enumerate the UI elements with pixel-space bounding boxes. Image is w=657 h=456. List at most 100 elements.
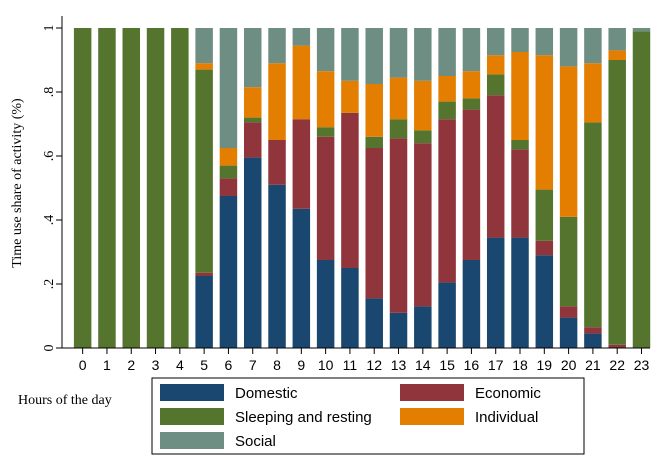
x-tick-label: 7 bbox=[249, 357, 257, 373]
bar-social-h13 bbox=[389, 28, 408, 78]
y-tick-label: .4 bbox=[42, 215, 57, 226]
x-tick-label: 16 bbox=[464, 357, 480, 373]
bar-social-h16 bbox=[462, 28, 481, 72]
x-tick-label: 4 bbox=[176, 357, 184, 373]
bar-social-h22 bbox=[608, 28, 626, 51]
bar-individual-h20 bbox=[559, 66, 578, 217]
bar-sleeping-and-resting-h14 bbox=[414, 130, 432, 144]
bar-individual-h22 bbox=[608, 50, 626, 60]
bar-individual-h11 bbox=[341, 80, 359, 113]
legend-label: Individual bbox=[475, 409, 538, 426]
x-tick-label: 22 bbox=[609, 357, 625, 373]
bars bbox=[73, 28, 651, 348]
y-tick-label: .8 bbox=[42, 87, 57, 98]
x-tick-label: 19 bbox=[537, 357, 553, 373]
legend-label: Social bbox=[235, 433, 276, 450]
bar-sleeping-and-resting-h18 bbox=[511, 140, 529, 150]
bar-economic-h14 bbox=[414, 143, 432, 307]
bar-economic-h5 bbox=[195, 272, 213, 276]
bar-sleeping-and-resting-h6 bbox=[219, 165, 238, 179]
bar-social-h20 bbox=[559, 28, 578, 67]
legend-swatch-domestic bbox=[160, 384, 224, 401]
bar-domestic-h20 bbox=[559, 317, 578, 348]
bar-domestic-h9 bbox=[292, 208, 311, 348]
bar-sleeping-and-resting-h17 bbox=[486, 74, 505, 96]
x-tick-label: 23 bbox=[634, 357, 650, 373]
bar-domestic-h18 bbox=[511, 237, 529, 348]
bar-individual-h21 bbox=[584, 63, 602, 123]
bar-economic-h11 bbox=[341, 112, 359, 268]
bar-economic-h19 bbox=[535, 240, 554, 256]
bar-sleeping-and-resting-h4 bbox=[171, 28, 189, 348]
bar-domestic-h12 bbox=[365, 298, 383, 348]
bar-individual-h14 bbox=[414, 80, 432, 131]
bar-social-h19 bbox=[535, 28, 554, 56]
legend: Domestic Economic Sleeping and resting Indi… bbox=[151, 377, 585, 455]
x-tick-label: 17 bbox=[488, 357, 504, 373]
bar-sleeping-and-resting-h19 bbox=[535, 189, 554, 241]
bar-domestic-h8 bbox=[268, 184, 286, 348]
x-tick-label: 18 bbox=[512, 357, 528, 373]
bar-domestic-h15 bbox=[438, 282, 456, 348]
bar-domestic-h14 bbox=[414, 306, 432, 348]
x-tick-label: 0 bbox=[79, 357, 87, 373]
bar-economic-h12 bbox=[365, 148, 383, 299]
bar-social-h11 bbox=[341, 28, 359, 81]
bar-economic-h22 bbox=[608, 344, 626, 348]
bar-domestic-h17 bbox=[486, 237, 505, 348]
bar-individual-h19 bbox=[535, 55, 554, 190]
bar-individual-h5 bbox=[195, 63, 213, 70]
x-tick-label: 21 bbox=[585, 357, 601, 373]
bar-sleeping-and-resting-h15 bbox=[438, 101, 456, 120]
bar-sleeping-and-resting-h20 bbox=[559, 216, 578, 307]
bar-sleeping-and-resting-h13 bbox=[389, 119, 408, 139]
x-axis-label: Hours of the day bbox=[18, 393, 112, 408]
bar-domestic-h16 bbox=[462, 260, 481, 348]
bar-sleeping-and-resting-h21 bbox=[584, 122, 602, 328]
legend-label: Sleeping and resting bbox=[235, 409, 372, 426]
bar-economic-h9 bbox=[292, 119, 311, 209]
bar-social-h6 bbox=[219, 28, 238, 148]
bar-social-h17 bbox=[486, 28, 505, 56]
bar-economic-h17 bbox=[486, 95, 505, 238]
bar-domestic-h5 bbox=[195, 276, 213, 348]
x-tick-label: 2 bbox=[127, 357, 135, 373]
bar-economic-h16 bbox=[462, 109, 481, 260]
y-tick-label: .2 bbox=[42, 279, 57, 290]
y-tick-label: .6 bbox=[42, 151, 57, 162]
x-tick-label: 20 bbox=[561, 357, 577, 373]
bar-domestic-h7 bbox=[243, 157, 262, 348]
bar-economic-h13 bbox=[389, 138, 408, 313]
bar-individual-h15 bbox=[438, 76, 456, 102]
bar-social-h12 bbox=[365, 28, 383, 84]
bar-social-h15 bbox=[438, 28, 456, 76]
legend-swatch-individual bbox=[400, 408, 464, 425]
bar-individual-h7 bbox=[243, 87, 262, 118]
bar-sleeping-and-resting-h12 bbox=[365, 136, 383, 148]
bar-economic-h8 bbox=[268, 140, 286, 185]
bar-domestic-h19 bbox=[535, 255, 554, 348]
x-tick-label: 11 bbox=[343, 357, 358, 373]
bar-social-h5 bbox=[195, 28, 213, 64]
bar-social-h23 bbox=[632, 28, 651, 32]
bar-sleeping-and-resting-h5 bbox=[195, 69, 213, 273]
legend-swatch-social bbox=[160, 432, 224, 449]
bar-sleeping-and-resting-h16 bbox=[462, 98, 481, 110]
bar-domestic-h11 bbox=[341, 268, 359, 348]
bar-domestic-h10 bbox=[316, 260, 335, 348]
bar-economic-h6 bbox=[219, 178, 238, 196]
bar-individual-h12 bbox=[365, 84, 383, 137]
bar-economic-h10 bbox=[316, 136, 335, 260]
bar-sleeping-and-resting-h2 bbox=[122, 28, 140, 348]
legend-label: Economic bbox=[475, 385, 541, 402]
legend-swatch-economic bbox=[400, 384, 464, 401]
bar-social-h14 bbox=[414, 28, 432, 81]
bar-individual-h17 bbox=[486, 55, 505, 75]
bar-individual-h16 bbox=[462, 71, 481, 99]
bar-individual-h8 bbox=[268, 63, 286, 141]
bar-domestic-h6 bbox=[219, 196, 238, 348]
bar-economic-h18 bbox=[511, 149, 529, 238]
bar-social-h21 bbox=[584, 28, 602, 64]
x-axis: 0 1 2 3 4 5 6 7 8 9 10 11 12 13 14 15 16 17 18 19 20 21 22 23 bbox=[62, 347, 650, 373]
